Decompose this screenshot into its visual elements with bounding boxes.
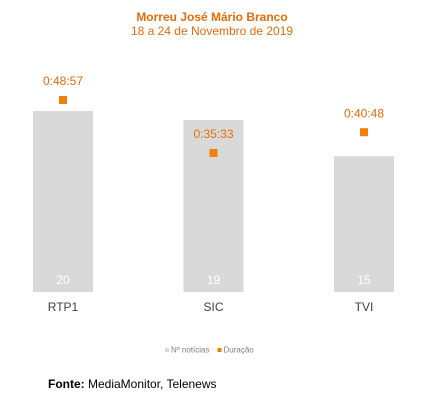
- chart-subtitle: 18 a 24 de Novembro de 2019: [131, 24, 293, 38]
- legend-label: Duração: [224, 346, 255, 355]
- legend-swatch: [217, 348, 222, 352]
- marker: [209, 148, 218, 157]
- x-tick-label: RTP1: [48, 300, 79, 314]
- bar-label: 15: [357, 273, 371, 287]
- bar-label: 20: [56, 273, 70, 287]
- x-tick-label: SIC: [203, 300, 223, 314]
- legend-label: Nº notícias: [171, 346, 210, 355]
- chart-title: Morreu José Mário Branco: [136, 10, 287, 24]
- x-tick-label: TVI: [355, 300, 374, 314]
- marker-label: 0:35:33: [193, 127, 233, 141]
- legend-swatch: [165, 348, 169, 352]
- bar: [183, 120, 244, 292]
- marker-label: 0:48:57: [43, 74, 83, 88]
- bar: [33, 111, 93, 292]
- bar: [334, 156, 394, 292]
- source: Fonte: MediaMonitor, Telenews: [48, 377, 217, 391]
- marker: [360, 128, 368, 137]
- source-text: MediaMonitor, Telenews: [88, 377, 217, 391]
- marker: [59, 95, 67, 104]
- marker-label: 0:40:48: [344, 106, 384, 120]
- source-label: Fonte:: [48, 377, 85, 391]
- bar-label: 19: [207, 273, 221, 287]
